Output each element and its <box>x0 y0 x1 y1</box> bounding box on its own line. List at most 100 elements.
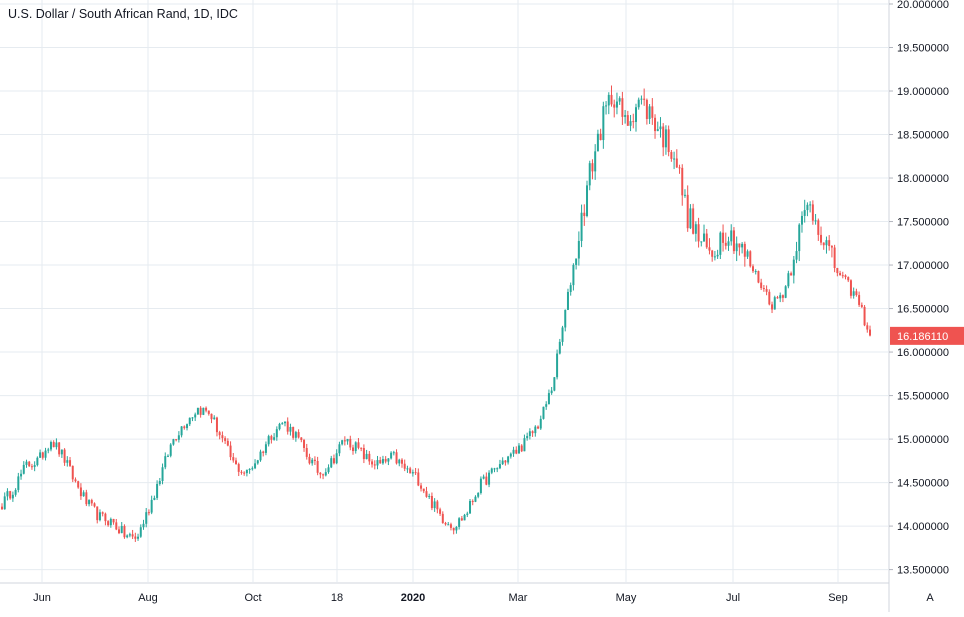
candle-body <box>583 212 586 217</box>
candle-body <box>664 129 667 148</box>
candle-body <box>137 536 140 539</box>
candle-body <box>528 431 531 437</box>
candle-body <box>1 506 3 510</box>
candle-body <box>120 526 123 534</box>
candle-body <box>327 467 330 473</box>
candle-body <box>406 468 409 470</box>
candle-body <box>183 426 186 429</box>
candle-body <box>131 534 134 537</box>
candle-body <box>626 115 629 126</box>
candle-body <box>656 129 659 132</box>
candle-body <box>409 468 412 474</box>
candle-body <box>425 491 428 497</box>
candle-body <box>610 94 613 105</box>
candle-body <box>166 455 169 457</box>
candle-body <box>79 487 82 497</box>
candle-body <box>305 447 308 457</box>
candle-body <box>273 437 276 440</box>
candle-body <box>9 491 12 499</box>
candle-body <box>221 435 224 439</box>
candle-body <box>90 500 93 504</box>
candle-body <box>662 126 665 148</box>
candle-body <box>792 259 795 276</box>
candle-body <box>700 241 703 243</box>
candle-body <box>754 271 757 273</box>
candle-body <box>463 514 466 521</box>
candle-body <box>795 251 798 260</box>
candle-body <box>196 407 199 415</box>
candle-body <box>74 479 77 482</box>
candle-body <box>289 426 292 432</box>
candle-body <box>297 432 300 438</box>
candle-body <box>466 513 469 515</box>
candle-body <box>251 468 254 470</box>
y-tick-label: 17.500000 <box>897 217 949 229</box>
candle-body <box>191 417 194 419</box>
x-tick-label: Sep <box>828 592 848 604</box>
candle-body <box>153 497 156 500</box>
candle-body <box>594 151 597 172</box>
candle-body <box>504 460 507 463</box>
candle-body <box>169 444 172 456</box>
candle-body <box>741 243 744 248</box>
candle-body <box>403 463 406 469</box>
candle-body <box>471 501 474 503</box>
candle-body <box>629 121 632 126</box>
candle-body <box>501 460 504 465</box>
candle-body <box>577 240 580 259</box>
candle-body <box>270 436 273 440</box>
candle-body <box>44 450 47 458</box>
candle-body <box>381 459 384 464</box>
candle-body <box>678 167 681 169</box>
candle-body <box>439 509 442 514</box>
candle-body <box>817 220 820 235</box>
candle-body <box>292 426 295 438</box>
candle-body <box>47 449 50 451</box>
candle-body <box>460 518 463 521</box>
candle-body <box>512 449 515 454</box>
candle-body <box>526 436 529 439</box>
candle-body <box>743 243 746 257</box>
candle-body <box>338 444 341 454</box>
candle-body <box>779 295 782 299</box>
candle-body <box>537 426 540 429</box>
candle-body <box>575 258 578 265</box>
candle-body <box>713 256 716 258</box>
candle-body <box>414 472 417 474</box>
candle-body <box>180 426 183 436</box>
auto-scale-button[interactable]: A <box>926 592 934 604</box>
chart-title: U.S. Dollar / South African Rand, 1D, ID… <box>8 7 238 21</box>
x-tick-label: 2020 <box>401 592 425 604</box>
candle-body <box>147 512 150 514</box>
candle-body <box>447 524 450 526</box>
y-tick-label: 16.500000 <box>897 304 949 316</box>
candle-body <box>509 453 512 457</box>
candle-body <box>175 439 178 441</box>
candle-body <box>556 353 559 378</box>
candle-body <box>161 467 164 482</box>
candle-body <box>101 512 104 514</box>
candle-body <box>428 495 431 497</box>
candle-body <box>93 503 96 507</box>
candle-body <box>384 459 387 462</box>
candle-body <box>640 98 643 100</box>
candle-body <box>392 452 395 454</box>
candle-body <box>452 527 455 531</box>
candle-body <box>858 295 861 305</box>
candle-body <box>278 423 281 430</box>
candle-body <box>711 250 714 257</box>
candle-body <box>202 407 205 415</box>
candle-body <box>482 476 485 479</box>
x-tick-label: Jul <box>726 592 740 604</box>
candle-body <box>248 468 251 470</box>
candle-body <box>30 466 33 468</box>
candle-body <box>17 476 20 490</box>
candle-body <box>621 98 624 117</box>
candle-body <box>765 289 768 292</box>
x-tick-label: Mar <box>509 592 528 604</box>
candle-body <box>553 377 556 391</box>
candle-body <box>118 529 121 534</box>
candle-body <box>735 243 738 252</box>
